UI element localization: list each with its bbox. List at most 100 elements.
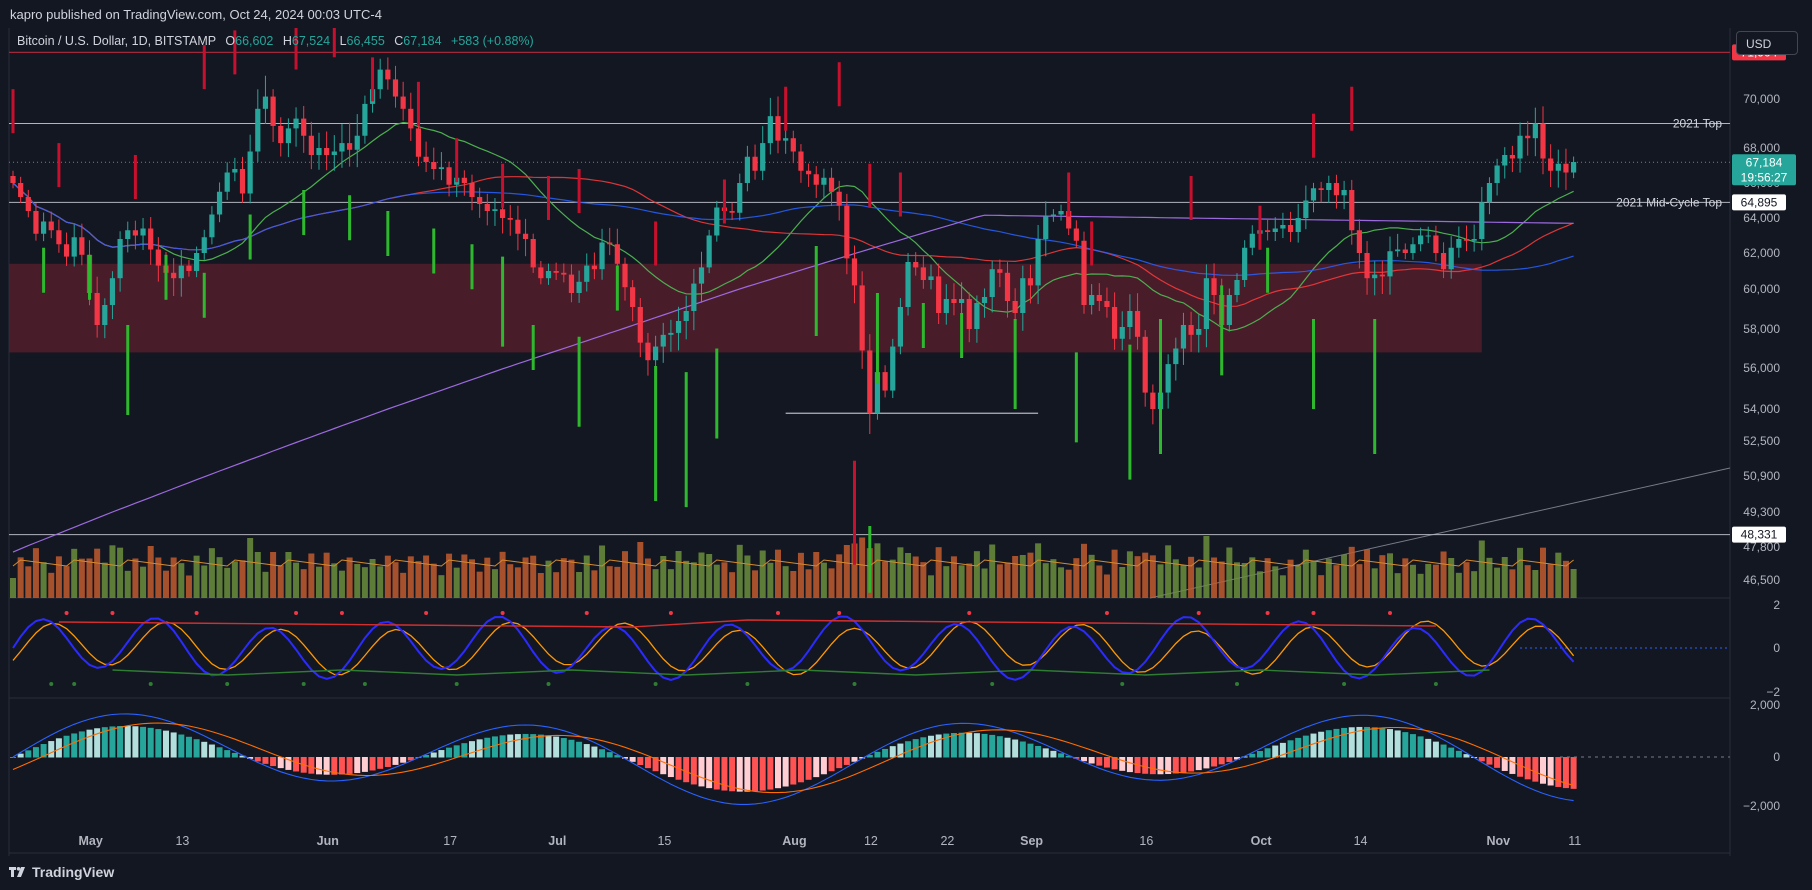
macd-bar xyxy=(1218,757,1225,765)
macd-bar xyxy=(1058,753,1065,758)
currency-button[interactable]: USD xyxy=(1736,31,1798,55)
volume-bar xyxy=(882,561,889,598)
tradingview-logo-icon xyxy=(9,867,25,877)
volume-bar xyxy=(1333,565,1340,598)
candle-body xyxy=(1112,307,1118,339)
volume-bar xyxy=(346,557,353,598)
volume-bar xyxy=(1058,567,1065,598)
green-signals xyxy=(42,190,1377,508)
osc-dot-red xyxy=(1196,611,1201,615)
candle-body xyxy=(1081,240,1087,305)
volume-bar xyxy=(32,548,39,598)
macd-bar xyxy=(606,752,613,758)
macd-bar xyxy=(1341,727,1348,758)
volume-bar xyxy=(1111,549,1118,598)
volume-bar xyxy=(469,559,475,598)
volume-bar xyxy=(583,555,590,598)
candle-body xyxy=(1486,183,1493,203)
candle-body xyxy=(1012,301,1018,313)
osc-dot-red xyxy=(424,611,429,615)
candle-body xyxy=(492,209,498,211)
volume-bar xyxy=(438,575,445,598)
tradingview-logo[interactable]: TradingView xyxy=(9,864,114,880)
osc-dot-green xyxy=(745,682,750,686)
volume-bar xyxy=(1471,571,1478,598)
volume-bar xyxy=(1234,562,1240,598)
macd-bar xyxy=(277,757,284,769)
volume-bar xyxy=(1157,564,1164,598)
price-axis-label: 70,000 xyxy=(1743,92,1780,106)
candle-body xyxy=(1272,228,1278,232)
macd-bar xyxy=(109,726,116,758)
macd-bar xyxy=(1440,744,1447,758)
volume-bar xyxy=(560,558,567,598)
candle-body xyxy=(1203,278,1209,329)
macd-bar xyxy=(1027,743,1034,758)
volume-bar xyxy=(1562,560,1569,598)
candle-body xyxy=(630,287,636,307)
macd-bar xyxy=(1532,757,1539,782)
volume-bar xyxy=(1570,569,1577,598)
candle-body xyxy=(1043,216,1049,239)
macd-bar xyxy=(1379,728,1386,758)
macd-bar xyxy=(660,757,667,775)
candle-body xyxy=(714,207,720,236)
macd-bar xyxy=(996,736,1003,758)
volume-bar xyxy=(338,570,345,598)
volume-bar xyxy=(1035,543,1042,598)
macd-bar xyxy=(859,757,866,759)
volume-bar xyxy=(912,556,919,598)
volume-bar xyxy=(461,554,468,598)
macd-bar xyxy=(94,728,101,758)
macd-bar xyxy=(377,757,384,769)
candle-body xyxy=(668,332,674,335)
macd-bar xyxy=(32,747,39,758)
candle-body xyxy=(1104,301,1110,307)
volume-bar xyxy=(1425,564,1432,598)
macd-histogram xyxy=(10,725,1577,792)
volume-bar xyxy=(201,565,208,598)
candle-body xyxy=(1211,278,1217,295)
macd-bar xyxy=(446,747,453,758)
volume-bar xyxy=(1387,553,1393,598)
candle-body xyxy=(1188,325,1194,335)
macd-bar xyxy=(1547,757,1554,786)
last-price-badge xyxy=(1732,154,1796,186)
candle-body xyxy=(943,299,949,313)
time-axis-label: 16 xyxy=(1139,834,1153,848)
candle-body xyxy=(530,239,536,268)
candle-body xyxy=(767,116,773,144)
candle-body xyxy=(1379,274,1385,277)
osc-dot-red xyxy=(64,611,69,615)
candle-body xyxy=(239,169,246,194)
candle-body xyxy=(201,237,207,253)
volume-bar xyxy=(446,553,453,598)
candle-body xyxy=(752,156,758,171)
candle-body xyxy=(997,269,1003,273)
candle-body xyxy=(247,151,253,194)
candle-body xyxy=(1479,202,1485,239)
volume-bar xyxy=(545,560,552,598)
volume-bar xyxy=(323,552,330,598)
candle-body xyxy=(41,221,47,234)
candle-body xyxy=(637,307,643,343)
candle-body xyxy=(1127,311,1133,327)
candle-body xyxy=(1004,272,1011,301)
volume-bar xyxy=(86,558,93,598)
macd-bar xyxy=(514,734,521,758)
volume-bar xyxy=(1218,561,1225,598)
volume-bar xyxy=(1455,572,1462,598)
osc-dot-green xyxy=(49,682,54,686)
volume-bar xyxy=(614,566,621,598)
candle-body xyxy=(1165,364,1171,393)
macd-bar xyxy=(767,757,774,790)
volume-bar xyxy=(109,545,116,598)
macd-bar xyxy=(438,750,445,758)
candle-body xyxy=(1548,158,1554,171)
volume-bar xyxy=(675,551,682,598)
macd-bar xyxy=(828,757,835,772)
candle-body xyxy=(1448,247,1454,270)
volume-bar xyxy=(377,566,384,598)
macd-bar xyxy=(170,732,177,758)
